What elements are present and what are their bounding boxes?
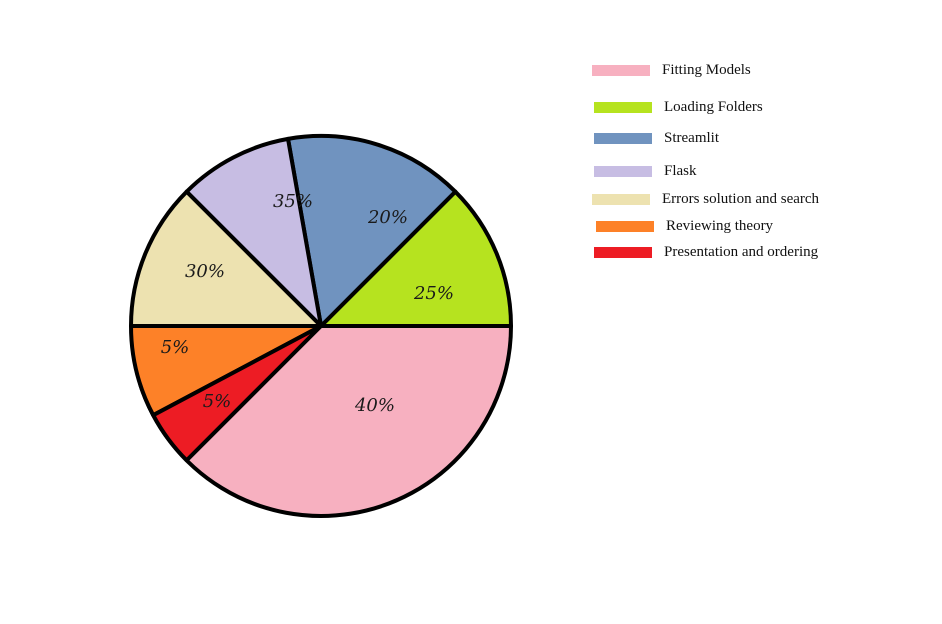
- legend-label: Streamlit: [664, 129, 719, 146]
- legend-label: Fitting Models: [662, 61, 751, 78]
- pie-slice-loading-folders: [319, 189, 513, 328]
- pie-slice-flask: [184, 136, 323, 328]
- slice-label-flask: 20%: [367, 207, 408, 228]
- legend-item-streamlit: Streamlit: [594, 128, 719, 148]
- legend-item-flask: Flask: [594, 161, 697, 181]
- legend-label: Presentation and ordering: [664, 243, 819, 260]
- slice-label-streamlit: 35%: [273, 191, 313, 212]
- legend-swatch: [594, 101, 652, 113]
- legend-label: Errors solution and search: [662, 190, 820, 207]
- pie-slice-streamlit: [286, 134, 458, 328]
- legend-label: Flask: [664, 162, 697, 179]
- pie-slice-errors-solution: [129, 189, 323, 328]
- legend-item-presentation: Presentation and ordering: [594, 242, 818, 262]
- slice-label-presentation: 5%: [203, 391, 232, 412]
- slice-label-loading-folders: 25%: [413, 283, 454, 304]
- legend-item-fitting-models: Fitting Models: [592, 60, 751, 80]
- legend-label: Reviewing theory: [666, 217, 774, 234]
- legend-swatch: [592, 64, 650, 76]
- legend-label: Loading Folders: [664, 98, 763, 115]
- legend-swatch: [594, 246, 652, 258]
- legend-item-errors-solution: Errors solution and search: [592, 189, 819, 209]
- pie-slice-presentation: [151, 324, 323, 463]
- slice-label-fitting-models: 40%: [354, 395, 395, 416]
- legend-item-loading-folders: Loading Folders: [594, 97, 763, 117]
- legend-swatch: [596, 220, 654, 232]
- slice-label-errors-solution: 30%: [185, 261, 225, 282]
- slice-label-reviewing-theory: 5%: [161, 337, 190, 358]
- legend-swatch: [594, 132, 652, 144]
- legend-swatch: [592, 193, 650, 205]
- legend-swatch: [594, 165, 652, 177]
- legend-item-reviewing-theory: Reviewing theory: [596, 216, 773, 236]
